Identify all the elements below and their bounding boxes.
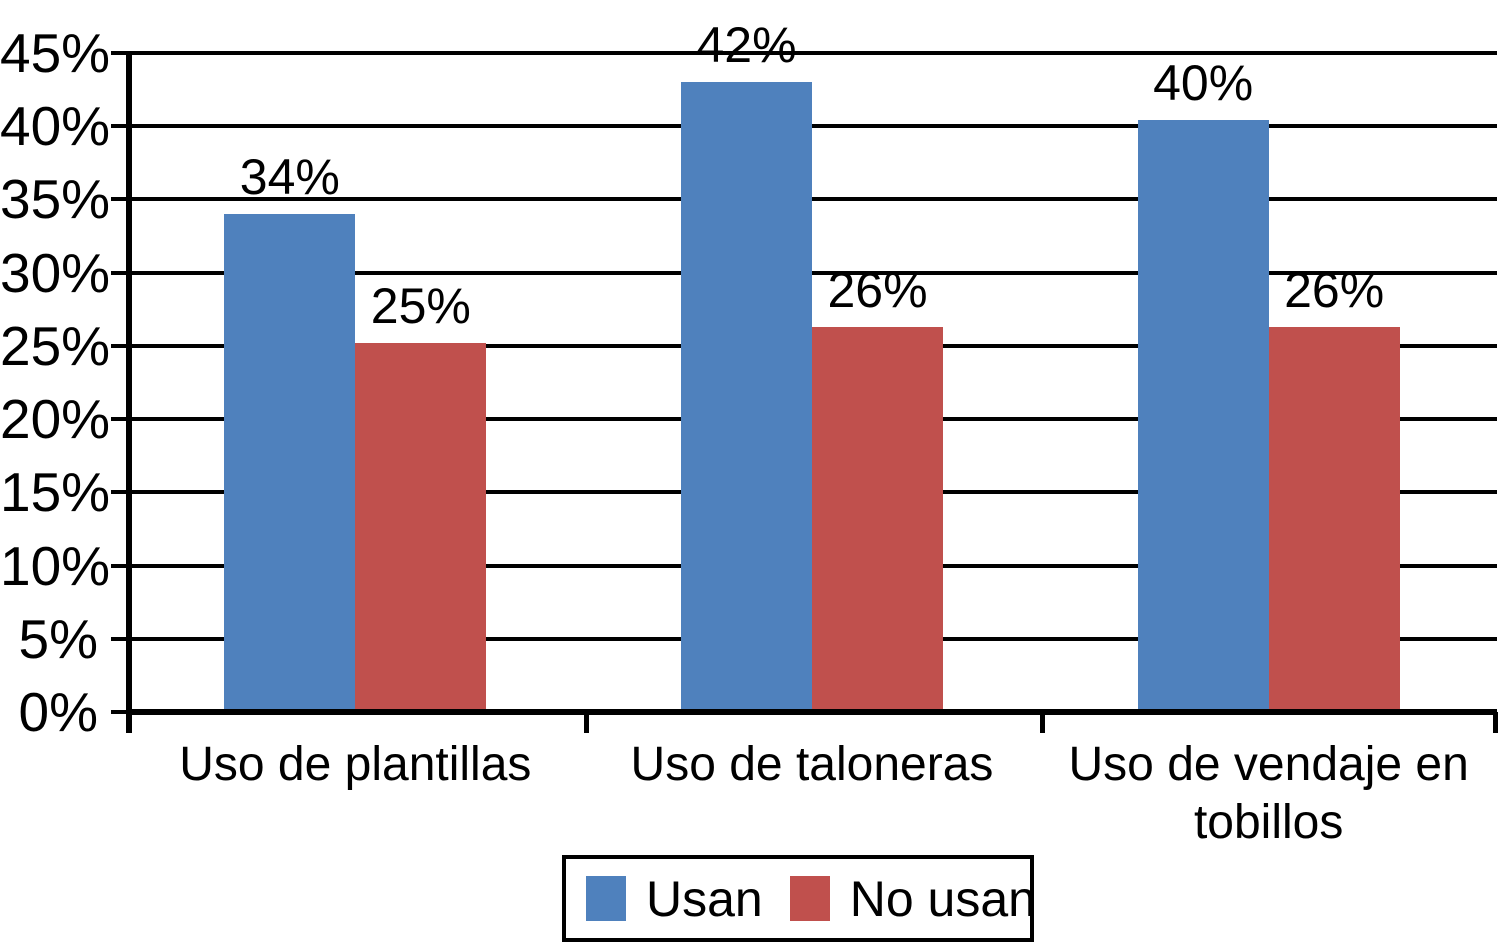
gridline [127, 51, 1497, 55]
gridline [127, 709, 1497, 715]
y-axis-tick-label: 15% [0, 461, 111, 524]
x-axis-boundary-tick [127, 712, 132, 733]
y-axis-tick [111, 563, 127, 568]
y-axis-tick [111, 51, 127, 55]
legend-swatch-usan-icon [586, 876, 626, 921]
gridline [127, 124, 1497, 129]
y-axis-tick-label: 40% [0, 95, 111, 158]
y-axis-tick [111, 490, 127, 495]
bar-no-usan [1268, 326, 1400, 712]
y-axis-tick [111, 197, 127, 202]
x-axis-boundary-tick [1040, 712, 1046, 733]
y-axis-tick [111, 124, 127, 129]
bar-value-label: 34% [239, 149, 340, 206]
y-axis-tick [111, 417, 127, 422]
y-axis-tick-label: 25% [0, 314, 111, 377]
bar-usan [224, 214, 356, 712]
y-axis-tick [111, 270, 127, 275]
legend: Usan No usan [562, 855, 1036, 942]
gridline [127, 270, 1497, 275]
y-axis-tick [111, 636, 127, 641]
y-axis-tick-label: 0% [18, 681, 99, 743]
bar-usan [1137, 120, 1269, 712]
y-axis-tick-label: 35% [0, 168, 111, 231]
y-axis-tick [111, 343, 127, 348]
x-axis-boundary-tick [1493, 712, 1498, 733]
x-axis-boundary-tick [583, 712, 589, 733]
y-axis-tick-label: 5% [18, 607, 99, 670]
x-axis-category-label: Uso de vendaje en tobillos [1068, 738, 1469, 849]
bar-value-label: 25% [370, 277, 471, 334]
bar-value-label: 42% [696, 17, 797, 74]
legend-item-no-usan: No usan [789, 870, 1036, 927]
bar-value-label: 26% [1284, 261, 1385, 318]
x-axis-category-label: Uso de plantillas [179, 738, 532, 791]
legend-swatch-no-usan-icon [789, 876, 830, 921]
y-axis-tick-label: 20% [0, 388, 111, 451]
y-axis-tick-label: 30% [0, 241, 111, 304]
y-axis-tick-label: 10% [0, 534, 111, 597]
legend-label-no-usan: No usan [849, 870, 1036, 927]
bar-value-label: 26% [827, 261, 928, 318]
bar-no-usan [812, 326, 943, 712]
bar-no-usan [355, 342, 487, 712]
y-axis-tick-label: 45% [0, 22, 111, 84]
gridline [127, 197, 1497, 202]
bar-value-label: 40% [1153, 55, 1254, 112]
legend-label-usan: Usan [646, 870, 763, 927]
y-axis-tick [111, 710, 127, 714]
x-axis-category-label: Uso de taloneras [630, 738, 994, 791]
legend-item-usan: Usan [586, 874, 763, 924]
y-axis-line [126, 53, 132, 733]
bar-usan [681, 82, 812, 712]
